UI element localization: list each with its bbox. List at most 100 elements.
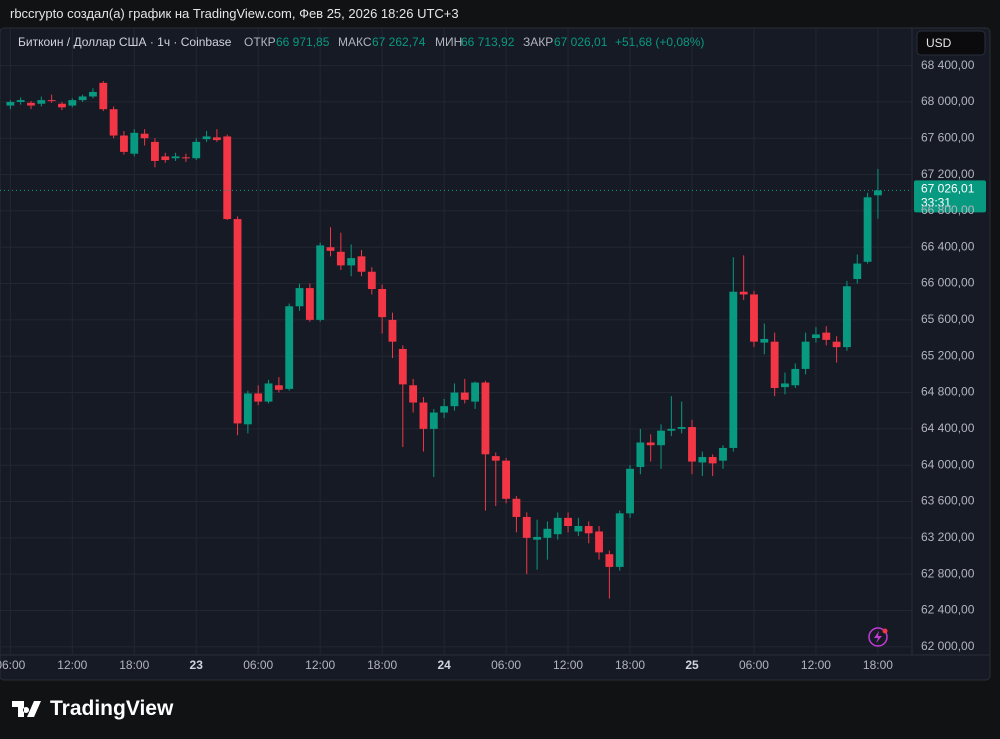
candle-body: [832, 341, 841, 348]
candle-body: [243, 393, 252, 425]
x-tick-label: 06:00: [0, 658, 26, 672]
candle-body: [688, 427, 696, 462]
candles: [0, 81, 912, 599]
candle-body: [336, 251, 345, 266]
y-tick-label: 66 400,00: [921, 239, 975, 253]
candle-body: [512, 498, 521, 517]
candle-body: [667, 428, 676, 431]
candle-body: [378, 289, 387, 318]
candle-body: [502, 460, 511, 499]
candle-body: [708, 457, 717, 464]
candle-body: [657, 430, 665, 446]
candle-body: [264, 383, 273, 402]
candle-body: [109, 109, 118, 136]
candle-body: [863, 197, 872, 262]
candle-body: [636, 442, 645, 468]
x-tick-label: 18:00: [615, 658, 645, 672]
candle-body: [295, 288, 304, 307]
brand: TradingView: [12, 697, 173, 721]
candle-body: [873, 190, 882, 196]
candle-body: [791, 368, 800, 386]
candle-body: [388, 319, 397, 342]
candle-body: [140, 133, 149, 139]
candle-body: [326, 247, 335, 251]
lightning-icon[interactable]: [868, 627, 888, 647]
price-label-countdown: 33:31: [921, 196, 951, 210]
candle-body: [770, 341, 779, 388]
y-tick-label: 66 000,00: [921, 276, 975, 290]
candle-body: [202, 136, 211, 140]
y-tick-label: 64 800,00: [921, 385, 975, 399]
candle-body: [274, 385, 283, 390]
y-tick-label: 67 200,00: [921, 167, 975, 181]
brand-name: TradingView: [50, 697, 174, 720]
x-tick-label: 23: [190, 658, 204, 672]
x-tick-label: 12:00: [57, 658, 87, 672]
candle-body: [605, 554, 614, 567]
candle-body: [6, 101, 15, 106]
candle-body: [254, 393, 263, 402]
candle-body: [729, 291, 738, 448]
candle-body: [491, 456, 500, 461]
candle-body: [760, 338, 769, 343]
high-label: МАКС: [338, 35, 372, 49]
candle-body: [16, 100, 25, 102]
currency-label[interactable]: USD: [926, 36, 952, 50]
y-tick-label: 68 000,00: [921, 94, 975, 108]
x-tick-label: 12:00: [801, 658, 831, 672]
close-label: ЗАКР: [523, 35, 553, 49]
open-label: ОТКР: [244, 35, 276, 49]
candle-body: [27, 102, 35, 106]
y-tick-label: 64 400,00: [921, 421, 975, 435]
legend: Биткоин / Доллар США · 1ч · Coinbase ОТК…: [18, 35, 704, 49]
x-tick-label: 06:00: [739, 658, 769, 672]
candle-body: [698, 457, 707, 463]
candle-body: [347, 258, 356, 266]
candle-body: [171, 156, 180, 159]
candle-body: [47, 100, 56, 102]
candle-body: [419, 402, 428, 429]
x-tick-label: 18:00: [367, 658, 397, 672]
x-tick-label: 06:00: [243, 658, 273, 672]
candle-body: [305, 288, 314, 320]
candle-body: [564, 517, 572, 527]
candle-body: [533, 536, 542, 540]
candle-body: [151, 141, 159, 161]
y-tick-label: 63 200,00: [921, 530, 975, 544]
candle-body: [595, 531, 603, 553]
candle-body: [192, 141, 201, 159]
currency-button[interactable]: [916, 30, 986, 56]
open-value: 66 971,85: [276, 35, 330, 49]
y-tick-label: 64 000,00: [921, 457, 975, 471]
candle-body: [181, 157, 190, 159]
candle-body: [812, 334, 820, 339]
y-tick-label: 66 800,00: [921, 203, 975, 217]
candle-body: [130, 132, 139, 154]
candle-body: [398, 348, 407, 385]
candle-body: [357, 256, 366, 272]
candle-body: [574, 526, 583, 532]
candle-body: [78, 96, 87, 101]
candle-body: [429, 412, 438, 429]
candle-body: [781, 383, 789, 388]
change: +51,68 (+0,08%): [615, 35, 704, 49]
chart-panel: [0, 27, 991, 681]
low-label: МИН: [435, 35, 462, 49]
candle-body: [316, 245, 325, 320]
lightning-icon-bolt: [874, 631, 882, 643]
header: rbccrypto создал(а) график на TradingVie…: [10, 6, 459, 21]
low-value: 66 713,92: [461, 35, 515, 49]
candle-body: [822, 332, 831, 340]
x-tick-label: 12:00: [305, 658, 335, 672]
candle-body: [233, 219, 242, 424]
price-label-box: [914, 180, 986, 213]
candle-body: [801, 341, 810, 369]
y-tick-label: 63 600,00: [921, 494, 975, 508]
candle-body: [677, 427, 686, 429]
candle-body: [450, 392, 459, 407]
candle-body: [843, 286, 851, 348]
x-tick-label: 24: [437, 658, 451, 672]
candle-body: [212, 137, 221, 141]
